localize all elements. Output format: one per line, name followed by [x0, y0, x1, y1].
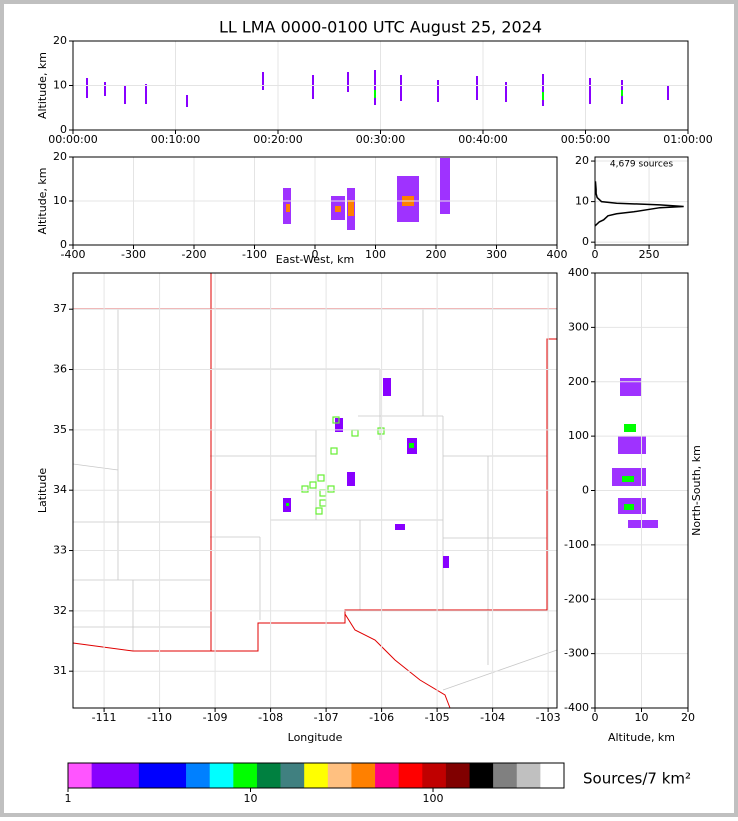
colorbar-segment — [209, 763, 234, 788]
y-tick-label: 200 — [568, 375, 589, 388]
x-tick-label: 00:40:00 — [458, 133, 507, 146]
annotation: 4,679 sources — [610, 160, 674, 170]
plot-frame — [594, 272, 689, 709]
y-tick-label: 10 — [53, 194, 67, 207]
y-axis-label: North-South, km — [690, 445, 703, 536]
x-tick-label: -107 — [314, 711, 339, 724]
colorbar-segment — [186, 763, 211, 788]
x-tick-label: 00:30:00 — [356, 133, 405, 146]
y-tick-label: 20 — [575, 154, 589, 167]
x-tick-label: -106 — [369, 711, 394, 724]
colorbar-segment — [138, 763, 163, 788]
profile-line — [594, 181, 684, 227]
y-tick-label: 35 — [53, 423, 67, 436]
colorbar-segment — [327, 763, 352, 788]
plot-frame — [72, 272, 558, 709]
colorbar-segment — [304, 763, 329, 788]
x-tick-label: -108 — [258, 711, 283, 724]
x-tick-label: 100 — [365, 248, 386, 261]
x-tick-label: -400 — [61, 248, 86, 261]
y-tick-label: -400 — [564, 701, 589, 714]
colorbar-segment — [68, 763, 92, 788]
y-tick-label: 33 — [53, 544, 67, 557]
y-tick-label: 20 — [53, 34, 67, 47]
x-tick-label: 250 — [639, 248, 660, 261]
colorbar-segment — [162, 763, 187, 788]
x-tick-label: 400 — [547, 248, 568, 261]
y-tick-label: 0 — [60, 238, 67, 251]
y-tick-label: 32 — [53, 604, 67, 617]
x-tick-label: -104 — [480, 711, 505, 724]
y-tick-label: 0 — [582, 484, 589, 497]
colorbar-tick-label: 1 — [65, 792, 72, 805]
x-tick-label: 10 — [635, 711, 649, 724]
x-tick-label: 200 — [426, 248, 447, 261]
y-tick-label: -100 — [564, 538, 589, 551]
x-axis-label: Altitude, km — [608, 731, 675, 744]
x-tick-label: -105 — [425, 711, 450, 724]
y-tick-label: 36 — [53, 363, 67, 376]
y-tick-label: 10 — [53, 79, 67, 92]
colorbar-segment — [91, 763, 116, 788]
colorbar-segment — [469, 763, 494, 788]
y-tick-label: 300 — [568, 320, 589, 333]
plot-frame — [72, 40, 689, 131]
y-tick-label: 100 — [568, 429, 589, 442]
y-tick-label: 400 — [568, 266, 589, 279]
y-axis-label: Altitude, km — [36, 167, 49, 234]
y-tick-label: 20 — [53, 150, 67, 163]
chart-title: LL LMA 0000-0100 UTC August 25, 2024 — [219, 18, 542, 37]
colorbar-segment — [540, 763, 565, 788]
x-tick-label: 00:50:00 — [561, 133, 610, 146]
colorbar-frame — [67, 762, 565, 789]
colorbar-tick-label: 10 — [244, 792, 258, 805]
x-tick-label: -100 — [242, 248, 267, 261]
colorbar-segment — [445, 763, 470, 788]
y-tick-label: -200 — [564, 592, 589, 605]
x-tick-label: 01:00:00 — [663, 133, 712, 146]
x-tick-label: -300 — [121, 248, 146, 261]
colorbar-segment — [493, 763, 518, 788]
x-tick-label: -110 — [147, 711, 172, 724]
y-tick-label: -300 — [564, 647, 589, 660]
y-tick-label: 37 — [53, 302, 67, 315]
x-tick-label: 20 — [681, 711, 695, 724]
y-axis-label: Latitude — [36, 468, 49, 514]
y-tick-label: 0 — [60, 123, 67, 136]
x-tick-label: -109 — [203, 711, 228, 724]
colorbar-label: Sources/7 km² — [583, 770, 691, 788]
y-tick-label: 0 — [582, 235, 589, 248]
x-tick-label: -200 — [182, 248, 207, 261]
colorbar-segment — [351, 763, 376, 788]
y-axis-label: Altitude, km — [36, 52, 49, 119]
plot-frame — [594, 156, 689, 246]
y-tick-label: 34 — [53, 483, 67, 496]
x-axis-label: East-West, km — [276, 253, 354, 266]
colorbar-segment — [516, 763, 541, 788]
x-tick-label: 0 — [592, 711, 599, 724]
y-tick-label: 31 — [53, 664, 67, 677]
x-tick-label: 00:20:00 — [253, 133, 302, 146]
colorbar-segment — [233, 763, 258, 788]
x-tick-label: 0 — [312, 248, 319, 261]
x-tick-label: -111 — [92, 711, 117, 724]
colorbar-segment — [115, 763, 140, 788]
colorbar-segment — [375, 763, 399, 788]
x-axis-label: Longitude — [288, 731, 343, 744]
colorbar-segment — [256, 763, 281, 788]
colorbar-tick-label: 100 — [423, 792, 444, 805]
x-tick-label: -103 — [536, 711, 561, 724]
y-tick-label: 10 — [575, 195, 589, 208]
plot-frame — [72, 156, 558, 246]
x-tick-label: 00:10:00 — [151, 133, 200, 146]
colorbar-segment — [280, 763, 305, 788]
colorbar-segment — [398, 763, 423, 788]
colorbar-segment — [422, 763, 447, 788]
x-tick-label: 0 — [592, 248, 599, 261]
x-tick-label: 300 — [486, 248, 507, 261]
x-tick-label: 00:00:00 — [48, 133, 97, 146]
